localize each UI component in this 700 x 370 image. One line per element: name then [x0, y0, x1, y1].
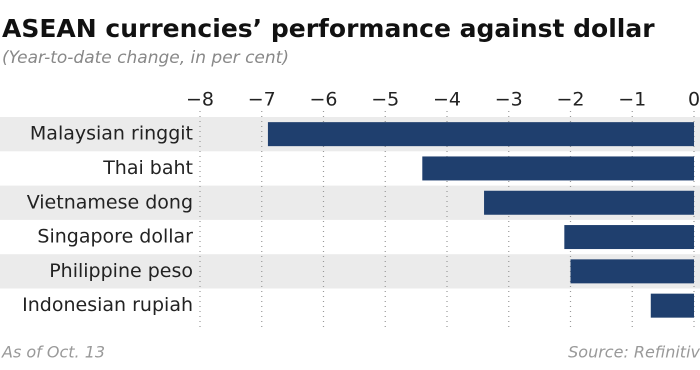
- bar: [267, 122, 694, 147]
- source: Source: Refinitiv: [568, 343, 700, 362]
- x-tick-label: −7: [248, 89, 276, 111]
- y-tick-label: Thai baht: [102, 157, 193, 179]
- y-tick-label: Vietnamese dong: [27, 191, 193, 213]
- y-tick-label: Philippine peso: [49, 260, 193, 282]
- x-tick-label: −8: [186, 89, 214, 111]
- y-tick-label: Singapore dollar: [37, 226, 193, 248]
- x-tick-label: −1: [618, 89, 646, 111]
- note: As of Oct. 13: [1, 343, 105, 362]
- x-tick-label: 0: [688, 89, 700, 111]
- chart-title: ASEAN currencies’ performance against do…: [2, 14, 655, 43]
- bar: [564, 225, 694, 250]
- bar: [484, 190, 694, 215]
- x-tick-label: −5: [371, 89, 399, 111]
- x-tick-label: −4: [433, 89, 461, 111]
- x-tick-label: −2: [556, 89, 584, 111]
- y-tick-label: Indonesian rupiah: [22, 294, 193, 316]
- x-tick-label: −3: [495, 89, 523, 111]
- chart-subtitle: (Year-to-date change, in per cent): [2, 48, 289, 68]
- bar: [570, 259, 694, 284]
- bar: [422, 156, 694, 181]
- bar: [650, 293, 694, 318]
- y-tick-label: Malaysian ringgit: [30, 123, 193, 145]
- x-tick-label: −6: [309, 89, 337, 111]
